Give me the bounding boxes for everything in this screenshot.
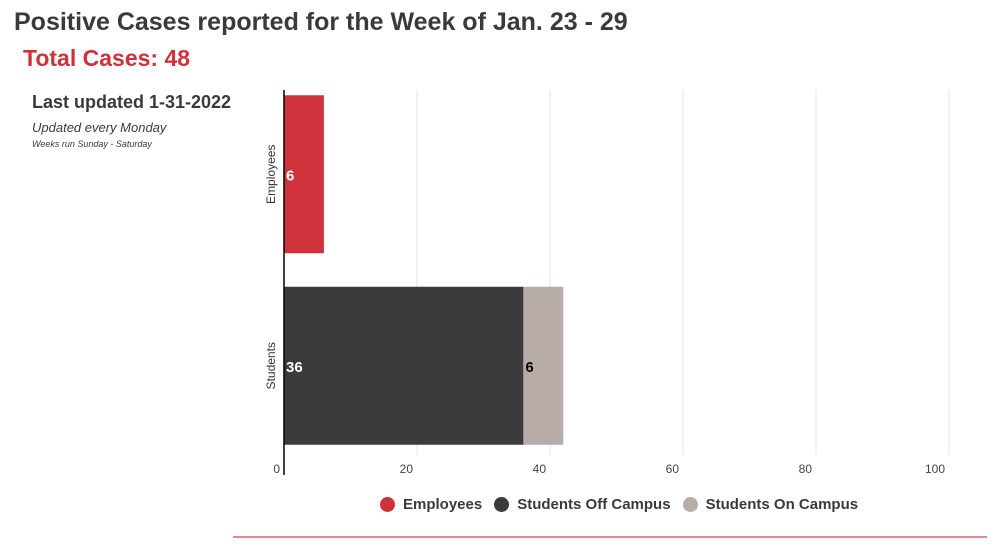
bar [523,286,564,445]
category-label: Employees [264,145,278,204]
x-tick-label: 60 [666,462,680,476]
legend-swatch [682,497,698,512]
legend-item: Students On Campus [682,496,859,513]
bar-chart: 0 20 40 60 80 100 6 Employees 36 6 Students [264,90,950,476]
x-tick-label: 40 [533,462,547,476]
x-tick-label: 100 [925,462,945,476]
legend-swatch [494,497,510,512]
weeks-note: Weeks run Sunday - Saturday [32,139,152,149]
bar [284,286,524,445]
legend-item: Employees [380,496,482,513]
category-label: Students [264,342,278,389]
bar-value-label: 36 [286,359,303,376]
chart-title: Positive Cases reported for the Week of … [14,8,628,36]
bar [284,95,324,254]
total-cases: Total Cases: 48 [23,45,191,71]
legend: Employees Students Off Campus Students On … [380,496,860,513]
x-tick-label: 20 [400,462,414,476]
last-updated: Last updated 1-31-2022 [32,92,232,112]
legend-swatch [380,497,395,512]
bar-value-label: 6 [525,359,533,376]
x-tick-label: 80 [799,462,813,476]
divider [233,536,987,538]
legend-label: Students Off Campus [517,496,671,513]
x-tick-label: 0 [273,462,280,476]
legend-item: Students Off Campus [494,496,671,513]
bar-value-label: 6 [286,167,294,184]
legend-label: Students On Campus [705,496,859,513]
legend-label: Employees [403,496,483,513]
update-frequency: Updated every Monday [32,120,167,135]
